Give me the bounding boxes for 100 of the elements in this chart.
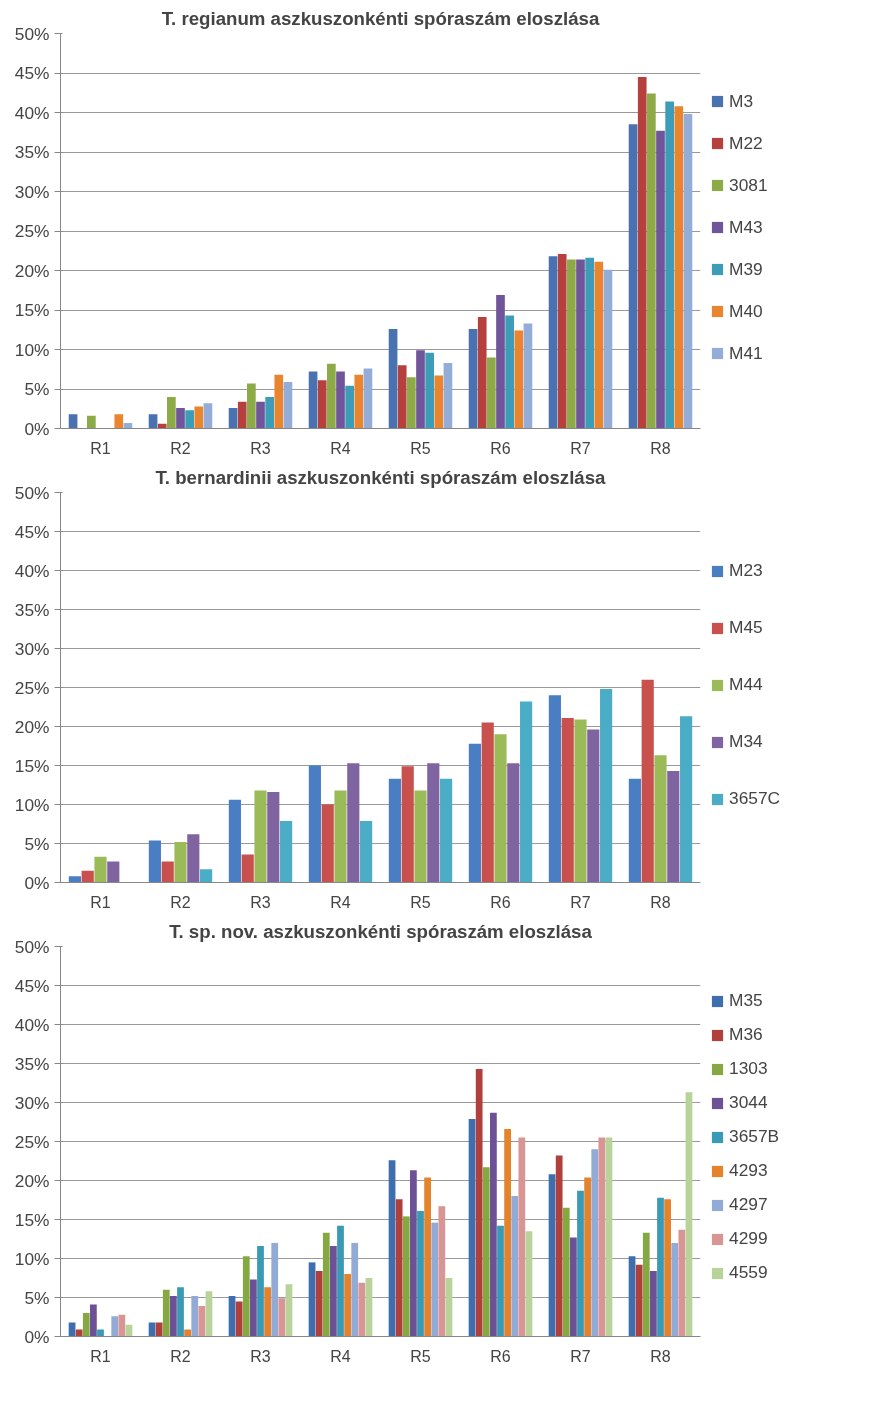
bar — [94, 856, 107, 883]
bar — [468, 743, 481, 883]
bar — [434, 375, 444, 429]
bar — [242, 1256, 250, 1337]
bar — [87, 415, 96, 429]
bar — [585, 257, 594, 429]
bar — [567, 259, 576, 429]
y-tick-label: 15% — [14, 300, 50, 320]
y-tick-label: 0% — [24, 418, 50, 439]
bar — [416, 350, 425, 429]
legend-label: M41 — [729, 342, 764, 364]
y-tick-label: 50% — [14, 482, 50, 503]
bar — [315, 1270, 323, 1337]
bar — [247, 383, 256, 429]
bar — [647, 93, 656, 429]
y-tick-label: 5% — [24, 379, 50, 399]
bar — [628, 124, 638, 429]
bar — [198, 1306, 206, 1337]
legend-label: M36 — [729, 1024, 764, 1045]
x-tick-label: R8 — [650, 893, 671, 911]
x-tick-label: R7 — [570, 439, 591, 457]
x-tick-label: R1 — [90, 439, 111, 457]
bar — [194, 406, 204, 429]
x-tick-label: R4 — [330, 1347, 351, 1365]
y-tick-label: 40% — [14, 1014, 50, 1035]
bar — [176, 407, 185, 429]
x-tick-label: R3 — [250, 1347, 271, 1365]
bar — [584, 1177, 591, 1337]
bar — [187, 834, 200, 883]
bar — [148, 414, 158, 429]
bar — [507, 763, 520, 883]
y-tick-label: 10% — [14, 339, 50, 360]
bar — [395, 1199, 403, 1337]
bar — [351, 1242, 359, 1337]
bar — [514, 330, 524, 429]
bar — [336, 371, 345, 429]
bar — [417, 1210, 424, 1337]
bar — [520, 701, 533, 883]
bar — [674, 106, 684, 429]
bar — [155, 1322, 163, 1337]
bar — [557, 253, 567, 429]
bar — [667, 770, 680, 883]
bar — [354, 374, 364, 429]
y-tick-label: 35% — [14, 142, 50, 162]
legend-label: 1303 — [729, 1058, 769, 1079]
x-tick-label: R4 — [330, 893, 351, 911]
bar — [443, 362, 453, 429]
bar — [577, 1190, 584, 1337]
legend-label: M45 — [729, 617, 764, 638]
bar — [511, 1196, 519, 1337]
y-tick-label: 25% — [14, 677, 50, 698]
bar — [256, 401, 265, 429]
bar — [185, 410, 194, 429]
bar — [576, 259, 585, 429]
chart-title: T. bernardinii aszkuszonkénti spóraszám eloszlása — [155, 466, 607, 488]
x-tick-label: R2 — [170, 1347, 191, 1365]
bar — [505, 315, 514, 429]
legend-label: M22 — [729, 132, 764, 154]
bar — [191, 1295, 199, 1337]
y-tick-label: 50% — [14, 936, 50, 957]
bar — [68, 414, 78, 429]
bar — [97, 1329, 104, 1337]
bar — [177, 1287, 184, 1337]
bar — [337, 1225, 344, 1337]
bar — [628, 778, 641, 883]
bar — [657, 1197, 664, 1337]
bar — [598, 1137, 606, 1337]
x-tick-label: R6 — [490, 1347, 511, 1365]
bar — [271, 1242, 279, 1337]
bar — [107, 861, 120, 883]
y-tick-label: 35% — [14, 1053, 50, 1074]
x-tick-label: R3 — [250, 893, 271, 911]
bar — [671, 1242, 679, 1337]
x-tick-label: R5 — [410, 893, 431, 911]
bar — [555, 1155, 563, 1337]
bar — [427, 763, 440, 883]
bar — [388, 778, 401, 883]
legend-label: M39 — [729, 258, 764, 280]
x-tick-label: R1 — [90, 1347, 111, 1365]
bar — [167, 396, 176, 429]
bar — [200, 869, 213, 883]
legend-label: 3044 — [729, 1092, 769, 1113]
bar — [264, 1287, 271, 1337]
bar — [327, 363, 336, 429]
bar — [410, 1170, 417, 1337]
legend-label: 4559 — [729, 1262, 769, 1283]
y-tick-label: 5% — [24, 833, 50, 854]
bar — [497, 1225, 504, 1337]
legend-label: M23 — [729, 560, 764, 581]
bar — [174, 841, 187, 883]
x-tick-label: R5 — [410, 1347, 431, 1365]
bar — [322, 1232, 330, 1337]
bar — [600, 689, 613, 883]
y-tick-label: 25% — [14, 221, 50, 241]
y-tick-label: 20% — [14, 1170, 50, 1191]
x-tick-label: R4 — [330, 439, 351, 457]
y-tick-label: 40% — [14, 560, 50, 581]
bar — [148, 840, 161, 883]
bar — [265, 396, 274, 429]
bar — [654, 755, 667, 883]
